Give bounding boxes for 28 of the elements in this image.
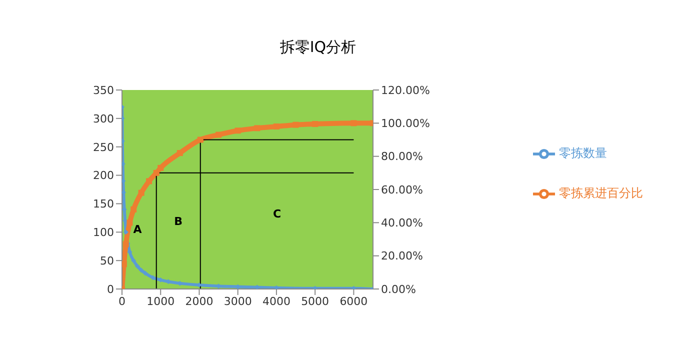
chart-title: 拆零IQ分析	[278, 38, 358, 57]
annotation: B	[174, 215, 183, 228]
x-tick-label: 5000	[301, 294, 330, 308]
y-tick-label: 100	[93, 226, 114, 240]
y2-tick-label: 120.00%	[381, 84, 430, 97]
y-tick-label: 200	[93, 169, 114, 182]
x-tick-label: 3000	[224, 294, 252, 308]
y2-tick-label: 100.00%	[381, 117, 430, 130]
legend-label: 零拣累进百分比	[559, 186, 643, 200]
y-tick-label: 250	[93, 140, 114, 154]
x-tick-label: 4000	[262, 294, 290, 308]
x-tick-label: 1000	[146, 294, 175, 308]
x-tick-label: 0	[118, 294, 126, 308]
y-tick-label: 50	[100, 254, 114, 268]
y2-tick-label: 40.00%	[381, 216, 423, 230]
y2-tick-label: 60.00%	[381, 183, 423, 196]
y2-tick-label: 20.00%	[381, 250, 423, 263]
x-tick-label: 6000	[340, 294, 368, 308]
legend-label: 零拣数量	[559, 146, 607, 160]
y2-tick-label: 0.00%	[381, 282, 416, 296]
annotation: C	[273, 207, 282, 220]
annotation: A	[133, 223, 142, 236]
y-tick-label: 150	[93, 198, 114, 211]
y2-tick-label: 80.00%	[381, 150, 423, 164]
y-tick-label: 0	[107, 282, 114, 296]
x-tick-label: 2000	[185, 294, 214, 308]
y-tick-label: 300	[93, 112, 114, 126]
y-tick-label: 350	[93, 84, 114, 97]
